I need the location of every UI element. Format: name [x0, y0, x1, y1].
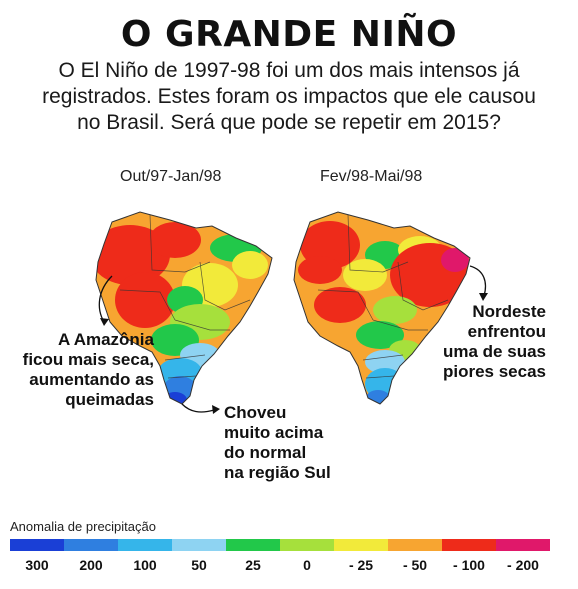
legend-ticks: 300 200 100 50 25 0 - 25 - 50 - 100 - 200: [10, 557, 550, 573]
legend-title: Anomalia de precipitação: [10, 519, 156, 534]
legend-tick-label: 0: [303, 557, 311, 573]
legend-tick-label: 200: [79, 557, 103, 573]
legend-tick-label: - 100: [453, 557, 485, 573]
page-title: O GRANDE NIÑO: [120, 14, 458, 55]
annotation-line: enfrentou: [467, 322, 546, 341]
annotation-line: ficou mais seca,: [22, 350, 154, 369]
legend-swatch: [442, 539, 496, 551]
intro-line: no Brasil. Será que pode se repetir em 2…: [77, 111, 501, 134]
map-period-label-left: Out/97-Jan/98: [120, 168, 222, 185]
legend-tick-label: 100: [133, 557, 157, 573]
annotation-line: na região Sul: [224, 463, 331, 482]
legend-tick-label: - 200: [507, 557, 539, 573]
annotation-line: aumentando as: [29, 370, 154, 389]
legend-tick-label: 300: [25, 557, 49, 573]
annotation-amazonia: A Amazônia ficou mais seca, aumentando a…: [20, 330, 154, 410]
legend-tick-label: - 50: [402, 557, 428, 573]
annotation-line: do normal: [224, 443, 307, 462]
annotation-sul: Choveu muito acima do normal na região S…: [224, 403, 354, 483]
legend-swatch: [496, 539, 550, 551]
brazil-map-feb98-may98: [294, 212, 470, 404]
legend-tick-label: - 25: [348, 557, 374, 573]
legend-tick-label: 25: [245, 557, 261, 573]
legend-swatch: [10, 539, 64, 551]
annotation-line: piores secas: [442, 362, 546, 381]
annotation-line: Choveu: [224, 403, 287, 422]
legend-swatch: [334, 539, 388, 551]
annotation-line: A Amazônia: [57, 330, 154, 349]
legend-swatch: [118, 539, 172, 551]
annotation-line: uma de suas: [443, 342, 546, 361]
annotation-line: queimadas: [65, 390, 154, 409]
annotation-line: muito acima: [224, 423, 324, 442]
brazil-map-oct97-jan98: [96, 212, 272, 404]
annotation-nordeste: Nordeste enfrentou uma de suas piores se…: [430, 302, 546, 382]
legend-color-bar: [10, 539, 550, 551]
legend-swatch: [388, 539, 442, 551]
arrow-sul: [181, 403, 215, 413]
intro-line: O El Niño de 1997-98 foi um dos mais int…: [58, 59, 520, 82]
legend-tick-label: 50: [191, 557, 207, 573]
legend-swatch: [280, 539, 334, 551]
annotation-line: Nordeste: [472, 302, 546, 321]
legend-swatch: [226, 539, 280, 551]
arrow-nordeste: [469, 265, 487, 297]
intro-text: O El Niño de 1997-98 foi um dos mais int…: [0, 58, 578, 136]
legend-swatch: [172, 539, 226, 551]
map-period-label-right: Fev/98-Mai/98: [320, 168, 423, 185]
intro-line: registrados. Estes foram os impactos que…: [42, 85, 536, 108]
legend-swatch: [64, 539, 118, 551]
